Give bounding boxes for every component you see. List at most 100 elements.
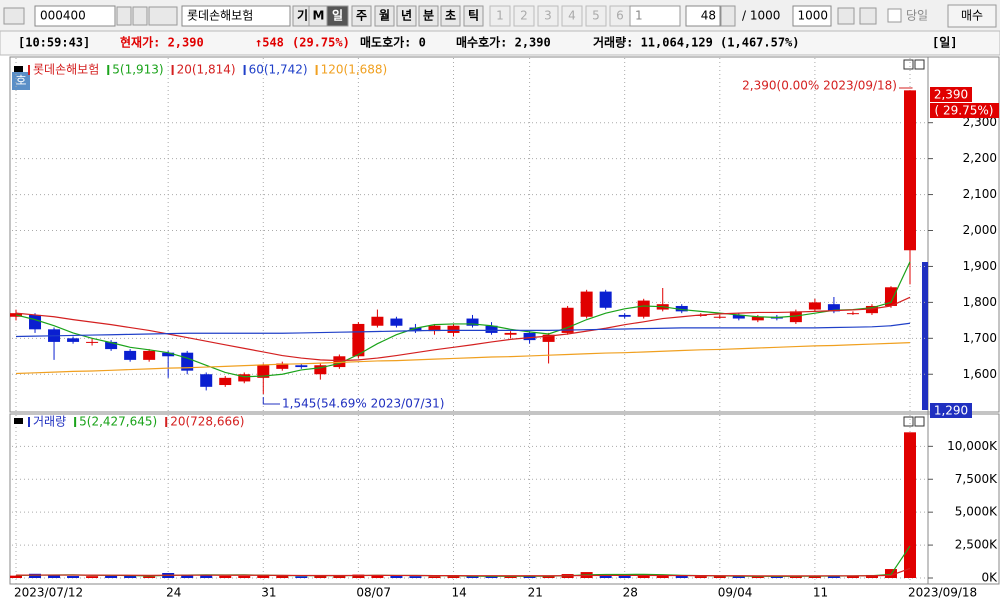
period-label[interactable]: 주 [356, 9, 367, 23]
number-button[interactable] [537, 5, 559, 27]
volume-bar [333, 575, 346, 578]
number-button[interactable] [585, 5, 607, 27]
price-tag-box [930, 103, 999, 118]
volume-bar [732, 576, 745, 578]
number-box[interactable] [629, 5, 681, 27]
candle-body [904, 90, 916, 251]
candle-body [295, 365, 308, 368]
period-label[interactable]: 년 [401, 9, 412, 23]
period: [일] [932, 36, 958, 50]
volume-bar [504, 576, 517, 578]
number-label[interactable]: 2 [520, 9, 528, 23]
y-tick-label: 2,300 [963, 115, 997, 129]
quote-tag-box[interactable] [12, 72, 30, 90]
legend-swatch [243, 65, 246, 75]
period-button[interactable] [351, 5, 372, 27]
name-box [181, 5, 291, 27]
legend-entry: 60(1,742) [249, 63, 308, 77]
candle-body [409, 327, 422, 332]
next[interactable] [132, 6, 148, 26]
price-tag: 2,390 [934, 88, 968, 102]
count-input[interactable] [685, 5, 721, 27]
volume-bar [29, 573, 42, 578]
x-tick-label: 24 [166, 586, 181, 600]
price-panel [9, 56, 1000, 413]
spinner[interactable] [720, 5, 736, 27]
period-button[interactable] [374, 5, 395, 27]
number-label[interactable]: 1 [496, 9, 504, 23]
legend-swatch [28, 65, 30, 75]
dropdown[interactable] [116, 6, 132, 26]
period-label[interactable]: 분 [423, 9, 434, 23]
change: ↑548 [255, 36, 284, 50]
volume-bar [656, 575, 669, 578]
first-button[interactable] [3, 7, 25, 25]
tool-icon[interactable] [859, 7, 877, 25]
number-box-label[interactable]: 1 [635, 9, 643, 23]
number-label[interactable]: 3 [544, 9, 552, 23]
number-label[interactable]: 6 [616, 9, 624, 23]
number-button[interactable] [513, 5, 535, 27]
period-button[interactable] [326, 5, 349, 27]
panel-close[interactable] [914, 59, 925, 70]
panel-close[interactable] [914, 416, 925, 427]
x-tick-label: 31 [261, 586, 276, 600]
period-label[interactable]: 월 [379, 8, 390, 23]
period-label[interactable]: M [313, 9, 325, 23]
total-input[interactable] [792, 5, 832, 27]
volume-bar [827, 575, 840, 578]
annotation-arrow [899, 87, 913, 89]
panel-icon[interactable] [903, 59, 914, 70]
count: 48 [701, 9, 716, 23]
info-bar [0, 30, 1000, 56]
candle-body [846, 313, 859, 315]
volume-bar [447, 576, 460, 578]
volume-bar [846, 576, 859, 578]
checkbox[interactable] [887, 8, 902, 23]
legend-swatch [165, 417, 168, 427]
candle-body [162, 352, 175, 357]
candle-body [428, 325, 441, 332]
panel-icon[interactable] [903, 416, 914, 427]
candle-body [124, 350, 137, 360]
volume-info: 거래량: 11,064,129 (1,467.57%) [593, 35, 800, 50]
price-tag-box [930, 87, 972, 102]
x-tick-label: 21 [528, 586, 543, 600]
buy[interactable]: 매수 [961, 9, 983, 23]
volume-bar [86, 576, 99, 578]
period-button[interactable] [440, 5, 461, 27]
legend-title: 거래량 [33, 415, 66, 429]
search[interactable] [148, 6, 178, 26]
x-tick-label: 09/04 [718, 586, 753, 600]
candle-body [789, 311, 802, 323]
total-box: 1000 [797, 9, 828, 23]
buy-button[interactable] [947, 4, 997, 28]
number-button[interactable] [489, 5, 511, 27]
tool-icon[interactable] [837, 7, 855, 25]
period-button[interactable] [418, 5, 439, 27]
period-button[interactable] [396, 5, 417, 27]
quote-tag[interactable]: 호 [15, 74, 26, 88]
number-label[interactable]: 5 [592, 9, 600, 23]
code-input[interactable] [34, 5, 116, 27]
price-tag: 1,290 [934, 404, 968, 418]
candle-body [827, 304, 840, 312]
y-tick-label: 2,500K [955, 538, 998, 552]
volume-bar [48, 574, 61, 578]
candle-body [276, 363, 289, 369]
number-button[interactable] [561, 5, 583, 27]
volume-bar [694, 576, 707, 578]
volume-bar [219, 575, 232, 578]
number-label[interactable]: 4 [568, 9, 576, 23]
period-label[interactable]: 틱 [468, 8, 479, 23]
legend-title: 롯데손해보험 [33, 63, 99, 77]
volume-bar [675, 575, 688, 578]
period-label[interactable]: 기 [297, 8, 308, 23]
volume-bar [352, 574, 365, 578]
period-button[interactable] [463, 5, 484, 27]
period-label[interactable]: 일 [332, 9, 343, 23]
y-tick-label: 2,100 [963, 187, 997, 201]
period-label[interactable]: 초 [445, 9, 456, 23]
volume-bar [314, 575, 327, 578]
legend-swatch [28, 417, 30, 427]
